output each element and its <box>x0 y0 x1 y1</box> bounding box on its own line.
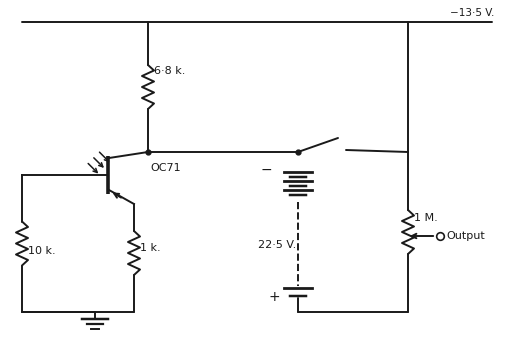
Text: +: + <box>268 290 280 304</box>
Text: 1 k.: 1 k. <box>140 243 161 253</box>
Text: 22·5 V.: 22·5 V. <box>258 240 296 250</box>
Text: −: − <box>260 163 272 177</box>
Text: Output: Output <box>446 231 485 241</box>
Text: −13·5 V.: −13·5 V. <box>450 8 494 18</box>
Text: 6·8 k.: 6·8 k. <box>154 66 185 76</box>
Text: 10 k.: 10 k. <box>28 246 56 256</box>
Text: 1 M.: 1 M. <box>414 213 438 223</box>
Text: OC71: OC71 <box>150 163 181 173</box>
